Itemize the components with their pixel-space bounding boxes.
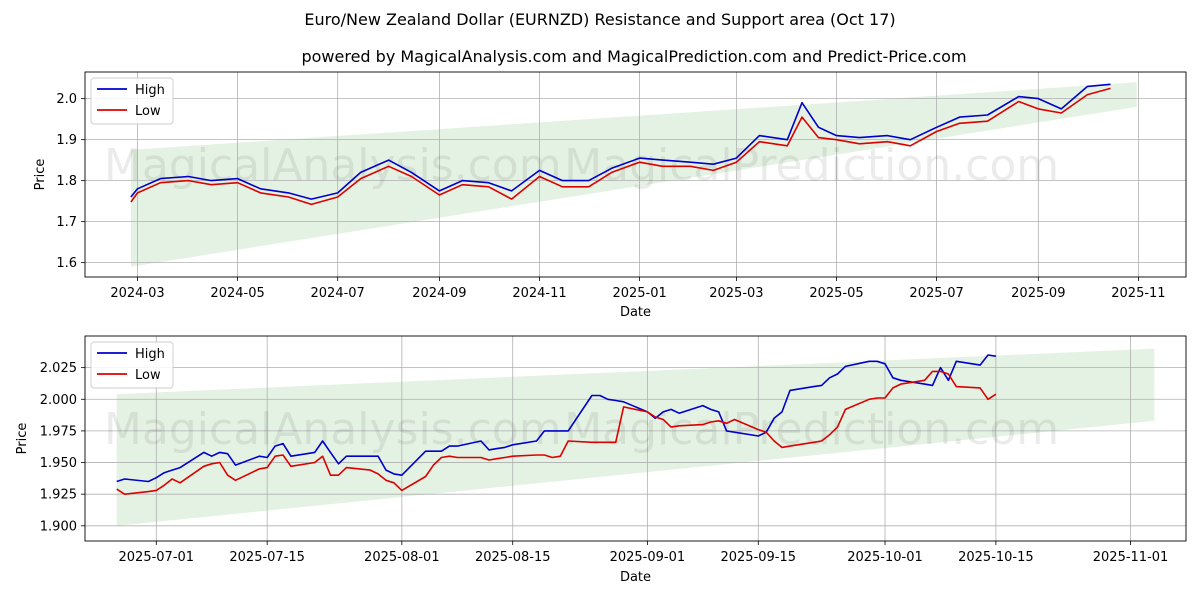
x-tick-label: 2025-09-15	[720, 550, 796, 565]
series-line-high	[130, 83, 1111, 200]
x-tick-label: 2024-07	[311, 286, 365, 301]
legend-label-low: Low	[135, 368, 161, 383]
x-axis-label: Date	[620, 305, 651, 320]
x-tick-label: 2025-09	[1011, 286, 1065, 301]
y-tick-label: 1.925	[40, 488, 77, 503]
legend: High Low	[90, 341, 174, 389]
plot-frame	[84, 335, 1187, 542]
x-tick-label: 2024-09	[412, 286, 466, 301]
x-axis-label: Date	[620, 570, 651, 585]
y-tick-label: 1.900	[40, 519, 77, 534]
watermark-prediction: MagicalPrediction.com	[564, 140, 1059, 191]
support-resistance-band	[130, 82, 1137, 267]
y-tick-label: 2.025	[40, 361, 77, 376]
y-axis-label: Price	[15, 423, 30, 455]
y-tick-label: 1.8	[56, 174, 77, 189]
y-tick-label: 1.975	[40, 424, 77, 439]
series-line-low	[130, 87, 1111, 206]
x-tick-label: 2025-07-01	[119, 550, 195, 565]
chart-title: Euro/New Zealand Dollar (EURNZD) Resista…	[304, 10, 895, 29]
y-tick-label: 1.6	[56, 256, 77, 271]
x-tick-label: 2025-10-15	[958, 550, 1034, 565]
top-chart-panel: 2024-03 2024-05 2024-07 2024-09 2024-11 2025-…	[33, 71, 1187, 320]
y-tick-label: 2.000	[40, 393, 77, 408]
support-resistance-band	[116, 348, 1155, 526]
y-tick-label: 1.9	[56, 133, 77, 148]
y-tick-label: 1.950	[40, 456, 77, 471]
y-tick-label: 1.7	[56, 215, 77, 230]
x-tick-label: 2025-01	[612, 286, 666, 301]
x-tick-label: 2025-10-01	[847, 550, 923, 565]
x-tick-label: 2025-07-15	[229, 550, 305, 565]
legend-label-high: High	[135, 83, 165, 98]
x-tick-label: 2024-03	[110, 286, 164, 301]
x-tick-label: 2025-09-01	[610, 550, 686, 565]
x-tick-label: 2025-03	[709, 286, 763, 301]
y-axis-label: Price	[33, 159, 48, 191]
x-tick-label: 2025-11	[1111, 286, 1165, 301]
bottom-chart-panel: 2025-07-01 2025-07-15 2025-08-01 2025-08-15…	[15, 335, 1187, 585]
legend-label-high: High	[135, 347, 165, 362]
chart-subtitle: powered by MagicalAnalysis.com and Magic…	[301, 47, 966, 66]
legend-label-low: Low	[135, 104, 161, 119]
series-line-low	[116, 370, 997, 495]
x-tick-label: 2025-08-15	[475, 550, 551, 565]
plot-frame	[84, 71, 1187, 278]
series-line-high	[116, 354, 997, 483]
x-tick-label: 2025-07	[909, 286, 963, 301]
x-tick-label: 2024-05	[210, 286, 264, 301]
x-tick-label: 2024-11	[512, 286, 566, 301]
watermark-analysis: MagicalAnalysis.com	[104, 404, 562, 455]
x-tick-label: 2025-11-01	[1093, 550, 1169, 565]
x-tick-label: 2025-05	[809, 286, 863, 301]
legend: High Low	[90, 77, 174, 125]
y-tick-label: 2.0	[56, 92, 77, 107]
watermark-prediction: MagicalPrediction.com	[564, 404, 1059, 455]
x-tick-label: 2025-08-01	[364, 550, 440, 565]
